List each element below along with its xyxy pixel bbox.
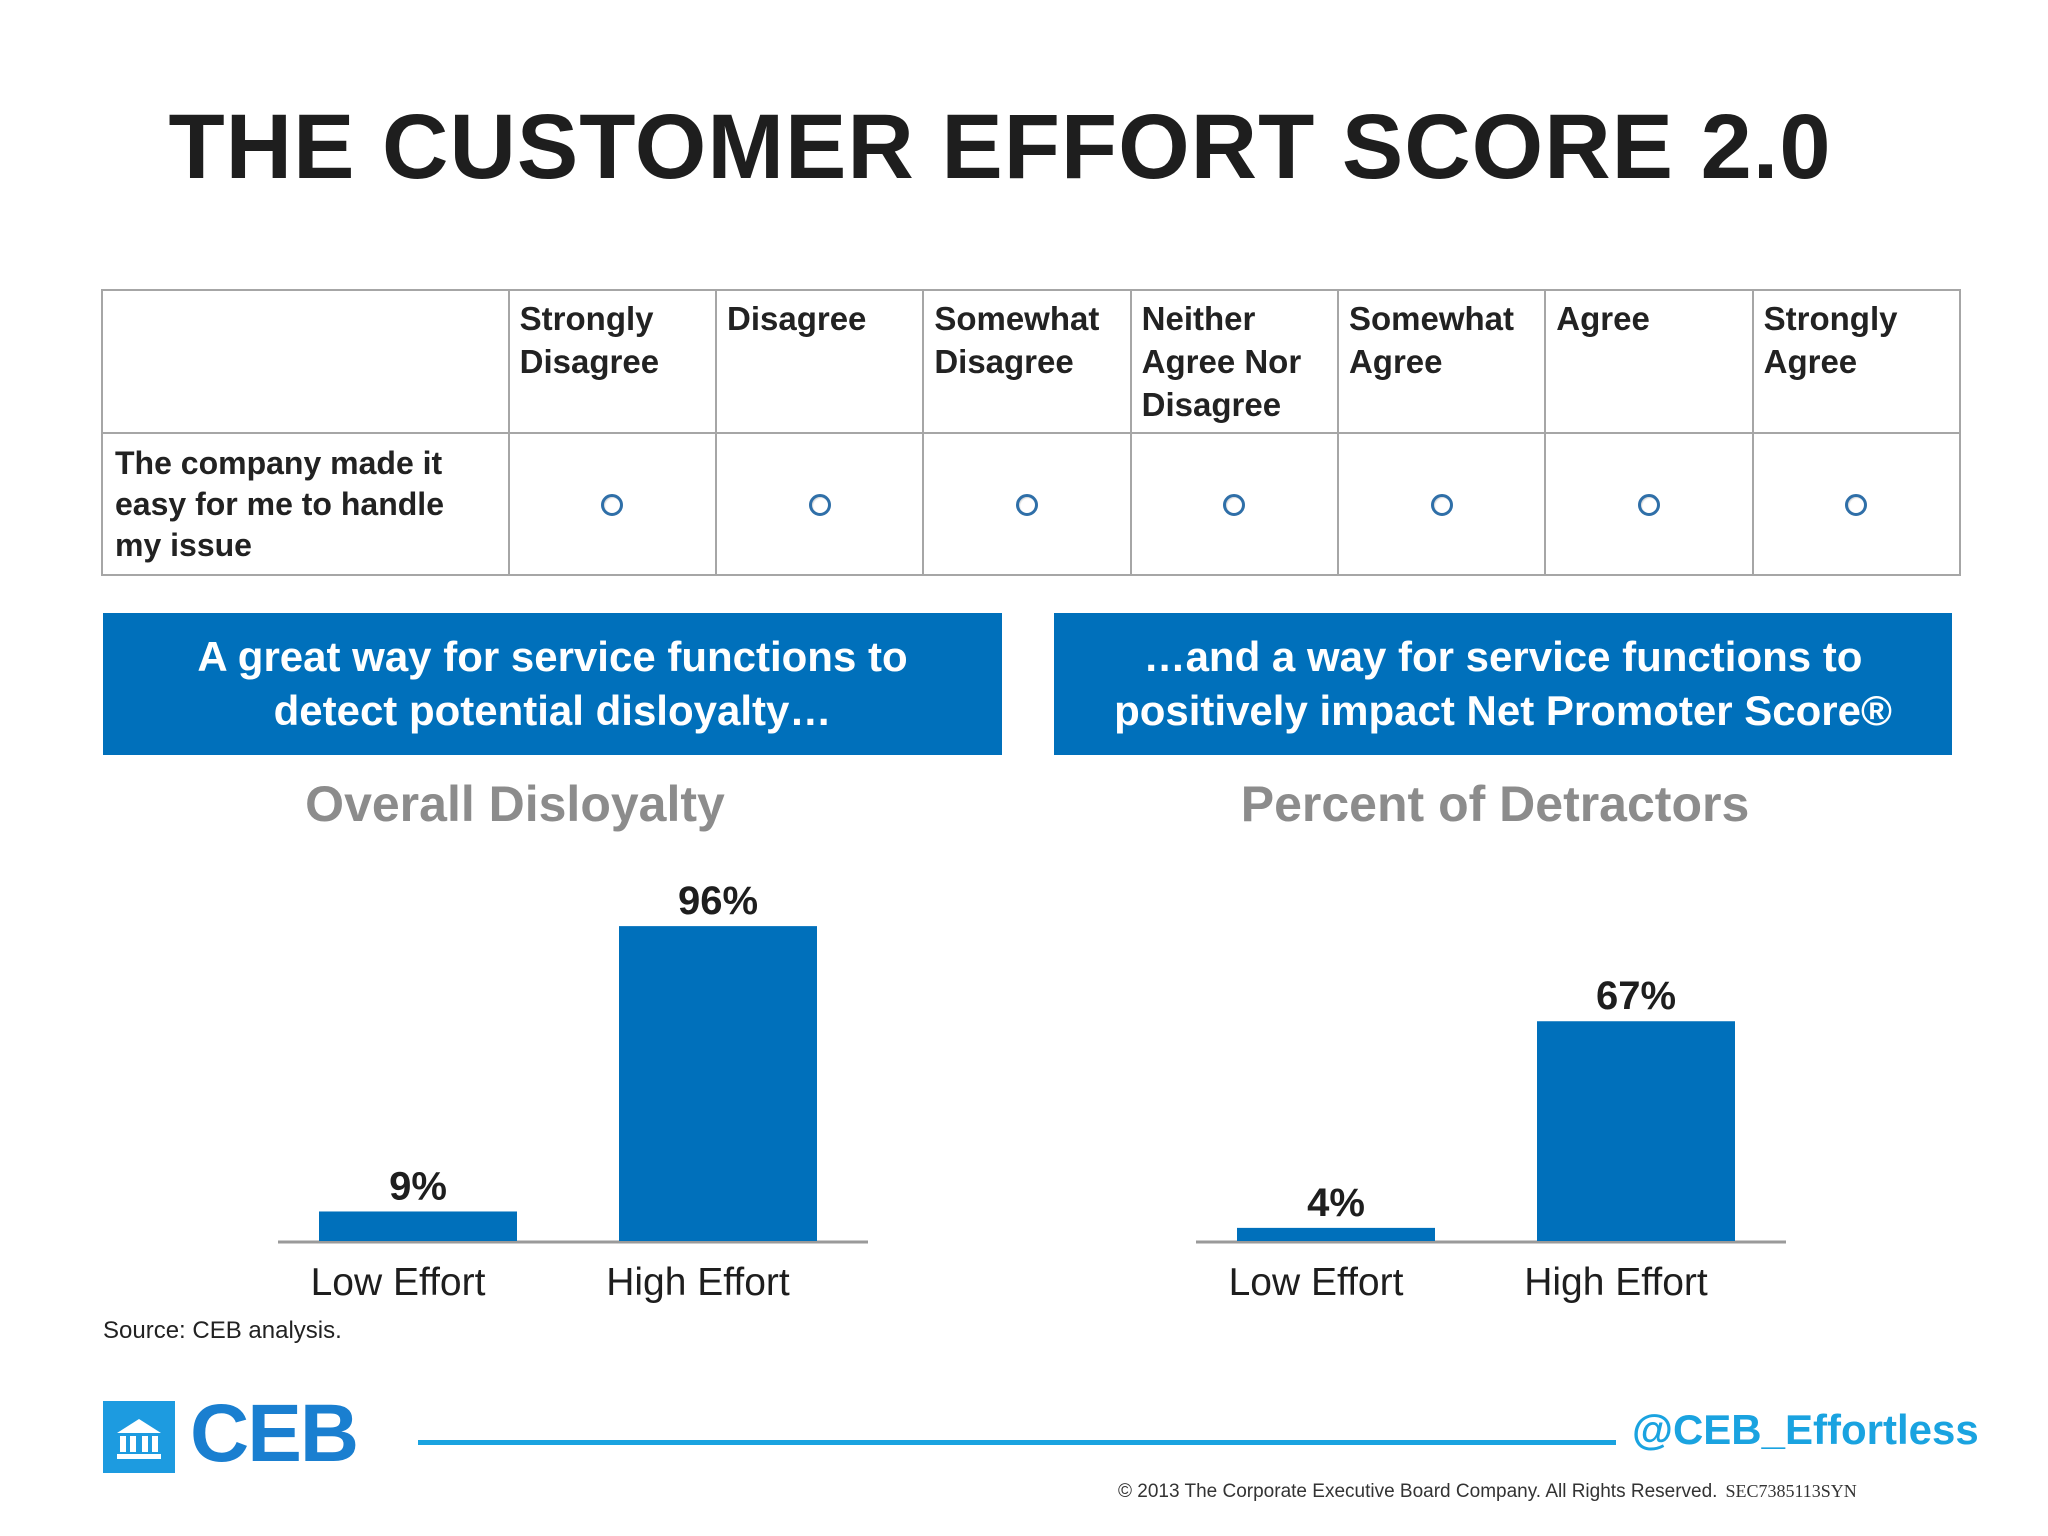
disloyalty-bar-chart: 9% Low Effort 96% High Effort <box>278 879 868 1304</box>
footer-divider <box>418 1440 1616 1445</box>
banner-line: detect potential disloyalty… <box>273 687 832 734</box>
radio-cell <box>1336 432 1547 576</box>
chart-title-detractors: Percent of Detractors <box>1240 776 1750 832</box>
col-agree: Agree <box>1544 289 1754 434</box>
statement-line: easy for me to handle <box>115 485 444 522</box>
right-banner: …and a way for service functions to posi… <box>1054 613 1952 755</box>
category-label: Low Effort <box>311 1261 486 1304</box>
col-somewhat-agree: Somewhat Agree <box>1336 289 1547 434</box>
survey-corner-cell <box>101 289 510 434</box>
data-label: 67% <box>1596 974 1676 1018</box>
copyright-note: © 2013 The Corporate Executive Board Com… <box>1118 1481 1857 1503</box>
bar-low-effort <box>319 1211 517 1241</box>
bar-high-effort <box>619 926 817 1241</box>
radio-disagree[interactable] <box>808 493 831 516</box>
copyright-text: © 2013 The Corporate Executive Board Com… <box>1118 1481 1718 1502</box>
col-label: Strongly <box>519 300 654 337</box>
ceb-logo-icon <box>103 1401 175 1473</box>
source-note: Source: CEB analysis. <box>103 1317 342 1344</box>
ceb-logo-text: CEB <box>190 1388 359 1479</box>
radio-cell <box>507 432 717 576</box>
col-label: Disagree <box>519 343 660 380</box>
radio-cell <box>1544 432 1754 576</box>
radio-cell <box>1751 432 1962 576</box>
col-label: Disagree <box>1141 386 1282 423</box>
col-strongly-disagree: Strongly Disagree <box>507 289 717 434</box>
chart-title-disloyalty: Overall Disloyalty <box>305 776 725 832</box>
col-label: Agree <box>1348 343 1443 380</box>
survey-statement: The company made it easy for me to handle… <box>101 432 510 576</box>
banner-line: …and a way for service functions to <box>1143 633 1863 680</box>
radio-strongly-disagree[interactable] <box>601 493 624 516</box>
col-label: Disagree <box>726 300 867 337</box>
data-label: 9% <box>389 1164 447 1208</box>
data-label: 96% <box>678 879 758 923</box>
category-label: High Effort <box>606 1261 790 1304</box>
col-neither: Neither Agree Nor Disagree <box>1129 289 1339 434</box>
col-label: Neither <box>1141 300 1256 337</box>
banner-line: positively impact Net Promoter Score® <box>1114 687 1892 734</box>
banner-line: A great way for service functions to <box>197 633 908 680</box>
radio-cell <box>714 432 925 576</box>
radio-somewhat-agree[interactable] <box>1430 493 1453 516</box>
twitter-handle-link[interactable]: @CEB_Effortless <box>1632 1406 1979 1453</box>
col-label: Strongly <box>1763 300 1898 337</box>
radio-strongly-agree[interactable] <box>1845 493 1868 516</box>
statement-line: The company made it <box>115 444 443 481</box>
col-somewhat-disagree: Somewhat Disagree <box>922 289 1132 434</box>
detractors-bar-chart: 4% Low Effort 67% High Effort <box>1196 974 1786 1304</box>
survey-header-row: Strongly Disagree Disagree Somewhat Disagr… <box>101 289 1962 434</box>
category-label: High Effort <box>1524 1261 1708 1304</box>
survey-table: Strongly Disagree Disagree Somewhat Disagr… <box>101 289 1962 576</box>
radio-cell <box>922 432 1132 576</box>
col-label: Agree <box>1556 300 1650 337</box>
radio-cell <box>1129 432 1339 576</box>
col-label: Disagree <box>934 343 1074 380</box>
bar-high-effort <box>1537 1021 1735 1241</box>
statement-line: my issue <box>115 526 252 563</box>
col-label: Agree <box>1763 343 1858 380</box>
page-title: THE CUSTOMER EFFORT SCORE 2.0 <box>168 96 1832 198</box>
radio-agree[interactable] <box>1637 493 1660 516</box>
col-label: Somewhat <box>1348 300 1515 337</box>
survey-question-row: The company made it easy for me to handle… <box>101 432 1962 576</box>
col-label: Somewhat <box>934 300 1100 337</box>
left-banner: A great way for service functions to det… <box>103 613 1002 755</box>
document-code: SEC7385113SYN <box>1725 1481 1857 1501</box>
data-label: 4% <box>1307 1181 1365 1225</box>
col-strongly-agree: Strongly Agree <box>1751 289 1962 434</box>
col-disagree: Disagree <box>714 289 925 434</box>
category-label: Low Effort <box>1229 1261 1404 1304</box>
col-label: Agree Nor <box>1141 343 1302 380</box>
radio-somewhat-disagree[interactable] <box>1015 493 1038 516</box>
bar-low-effort <box>1237 1227 1435 1241</box>
radio-neither[interactable] <box>1223 493 1246 516</box>
